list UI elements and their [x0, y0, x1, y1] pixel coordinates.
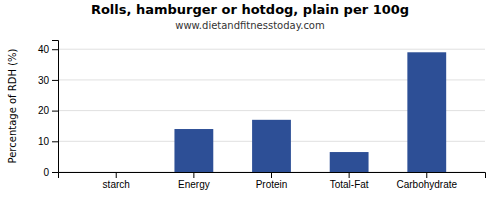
x-tick-label: Energy — [178, 179, 210, 190]
x-tick-label: Total-Fat — [330, 179, 369, 190]
x-tick-label: Carbohydrate — [396, 179, 457, 190]
y-tick-mark — [52, 49, 58, 50]
x-tick: starch — [103, 172, 130, 190]
y-tick: 0 — [43, 167, 58, 178]
x-tick-mark — [349, 172, 350, 178]
subtitle: www.dietandfitnesstoday.com — [175, 20, 324, 31]
y-tick-label: 40 — [38, 44, 50, 55]
bar — [252, 120, 291, 172]
x-tick-label: Protein — [256, 179, 288, 190]
bar — [97, 172, 136, 173]
title: Rolls, hamburger or hotdog, plain per 10… — [91, 2, 409, 17]
y-axis-line — [52, 41, 59, 173]
x-tick: Protein — [256, 172, 288, 190]
y-tick-label: 10 — [38, 136, 50, 147]
y-axis-title: Percentage of RDH (%) — [7, 48, 18, 163]
grid-line — [58, 49, 485, 50]
bar — [174, 129, 213, 172]
x-tick: Carbohydrate — [396, 172, 457, 190]
x-tick-mark — [116, 172, 117, 178]
y-tick: 10 — [38, 136, 58, 147]
y-tick: 20 — [38, 105, 58, 116]
y-tick-mark — [52, 80, 58, 81]
x-tick: Energy — [178, 172, 210, 190]
y-tick-label: 0 — [43, 167, 49, 178]
plot: starch Energy Protein Total-Fat Carbohydrate… — [38, 41, 486, 191]
x-tick-mark — [193, 172, 194, 178]
x-tick-mark — [426, 172, 427, 178]
y-tick: 40 — [38, 44, 58, 55]
x-tick-mark — [271, 172, 272, 178]
x-axis-line — [59, 173, 486, 179]
y-tick-mark — [52, 172, 58, 173]
y-tick-label: 20 — [38, 105, 50, 116]
x-tick: Total-Fat — [330, 172, 369, 190]
bars — [174, 52, 446, 172]
bar — [330, 152, 369, 172]
y-tick: 30 — [38, 75, 58, 86]
y-tick-mark — [52, 111, 58, 112]
chart: Rolls, hamburger or hotdog, plain per 10… — [0, 0, 500, 200]
y-tick-mark — [52, 141, 58, 142]
bar — [407, 52, 446, 172]
x-axis: starch Energy Protein Total-Fat Carbohydrate — [59, 172, 486, 190]
y-axis: 0 10 20 30 40 — [38, 41, 59, 178]
grid — [58, 49, 485, 172]
x-tick-label: starch — [103, 179, 130, 190]
y-tick-label: 30 — [38, 75, 50, 86]
